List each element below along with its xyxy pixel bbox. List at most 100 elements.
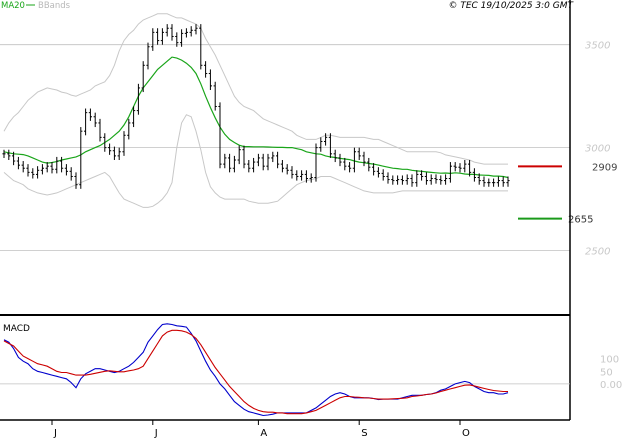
price-bar <box>60 156 64 173</box>
price-bar <box>12 151 16 166</box>
price-bar <box>141 61 145 93</box>
price-bar <box>357 147 361 160</box>
price-bar <box>319 137 323 152</box>
price-bar <box>247 160 251 173</box>
price-bar <box>434 174 438 184</box>
price-bar <box>122 131 126 156</box>
price-bar <box>117 147 121 160</box>
price-bar <box>175 32 179 47</box>
price-bar <box>112 146 116 160</box>
price-bar <box>338 153 342 167</box>
ma20-line <box>3 56 509 179</box>
price-bar <box>74 172 78 189</box>
price-bar <box>266 153 270 171</box>
legend: MA20 BBands <box>1 1 71 11</box>
price-bar <box>304 170 308 183</box>
price-bar <box>98 118 102 142</box>
price-bar <box>280 160 284 173</box>
price-bar <box>88 108 92 121</box>
price-bars <box>2 24 510 189</box>
price-bar <box>16 156 20 170</box>
price-bar <box>506 176 510 187</box>
macd-y-tick-label: 0.00 <box>600 380 622 391</box>
price-bar <box>295 170 299 181</box>
price-bar <box>386 172 390 184</box>
macd-title: MACD <box>3 324 30 334</box>
price-bar <box>213 81 217 111</box>
price-bar <box>146 42 150 70</box>
price-bar <box>151 28 155 51</box>
signal-line <box>3 329 508 415</box>
price-bar <box>324 133 328 146</box>
price-bar <box>477 173 481 185</box>
price-bar <box>348 162 352 173</box>
ma20-path <box>3 56 509 179</box>
price-bar <box>410 174 414 187</box>
price-bar <box>69 167 73 181</box>
legend-bbands-label: BBands <box>38 1 71 11</box>
price-bar <box>256 153 260 167</box>
price-bar <box>501 176 505 187</box>
price-bar <box>64 164 68 176</box>
price-bar <box>424 172 428 185</box>
price-bar <box>2 149 6 158</box>
price-y-tick-label: 3500 <box>585 41 610 52</box>
price-bar <box>31 168 35 179</box>
price-bar <box>108 143 112 155</box>
price-bar <box>352 147 356 173</box>
legend-ma20-label: MA20 <box>1 1 25 11</box>
price-bar <box>420 170 424 181</box>
price-bar <box>180 29 184 47</box>
price-bar <box>314 143 318 182</box>
x-tick-label: S <box>361 428 367 439</box>
price-bar <box>204 61 208 78</box>
price-bar <box>396 175 400 185</box>
macd-line <box>3 323 509 417</box>
price-bar <box>285 164 289 175</box>
price-bar <box>376 167 380 178</box>
price-bar <box>458 163 462 173</box>
price-bar <box>472 168 476 182</box>
price-bar <box>237 145 241 165</box>
price-bar <box>228 153 232 173</box>
price-y-tick-label: 2500 <box>585 247 610 258</box>
price-bar <box>381 169 385 181</box>
x-tick-label: A <box>260 428 267 439</box>
price-bar <box>194 24 198 35</box>
price-bar <box>208 69 212 90</box>
price-bar <box>242 145 246 169</box>
price-bar <box>405 174 409 185</box>
price-bar <box>415 170 419 187</box>
price-y-axis: 3500 3000 2500 <box>585 41 610 258</box>
price-bar <box>468 160 472 177</box>
price-bar <box>223 153 227 169</box>
bband-lower-line <box>3 114 508 208</box>
price-bar <box>333 149 337 163</box>
price-bar <box>463 160 467 173</box>
price-bar <box>343 157 347 171</box>
price-bar <box>127 118 131 140</box>
price-bar <box>492 178 496 187</box>
price-bar <box>184 28 188 38</box>
x-tick-label: J <box>53 428 57 439</box>
price-bar <box>400 175 404 185</box>
price-panel-frame <box>0 0 570 315</box>
price-panel: 3500 3000 2500 2909 2655 <box>0 0 618 315</box>
bband-upper-line <box>3 13 508 165</box>
price-bar <box>444 174 448 185</box>
price-bar <box>189 26 193 37</box>
price-bar <box>309 173 313 183</box>
price-bar <box>496 176 500 187</box>
price-bar <box>439 175 443 185</box>
macd-y-tick-label: 100 <box>600 355 619 366</box>
price-bar <box>290 166 294 179</box>
price-bar <box>55 156 59 174</box>
price-bar <box>276 151 280 169</box>
price-bar <box>136 83 140 115</box>
price-bar <box>328 133 332 158</box>
price-bar <box>160 28 164 45</box>
price-bar <box>50 162 54 174</box>
price-levels: 2909 2655 <box>518 162 617 226</box>
